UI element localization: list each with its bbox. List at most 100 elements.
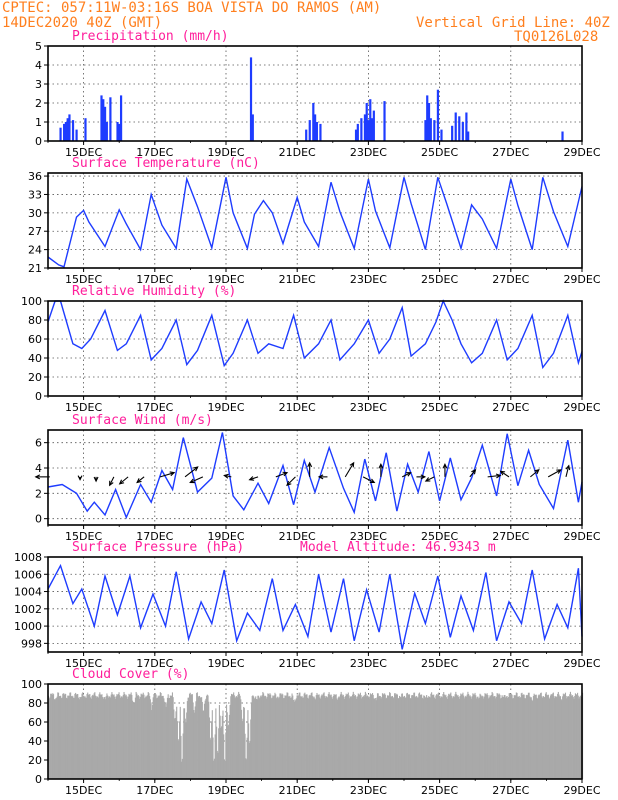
cloud-bar <box>534 694 536 779</box>
cloud-bar <box>387 695 389 779</box>
cloud-bar <box>422 698 424 779</box>
cloud-bar <box>370 694 372 779</box>
x-tick-label: 19DEC <box>207 146 244 159</box>
x-tick-label: 21DEC <box>279 146 316 159</box>
cloud-bar <box>401 693 403 779</box>
cloud-bar <box>325 696 327 779</box>
cloud-bar <box>331 697 333 779</box>
cloud-bar <box>222 710 224 779</box>
y-tick-label: 40 <box>28 352 42 365</box>
cloud-bar <box>573 698 575 779</box>
panel-frame <box>47 172 583 269</box>
cloud-bar <box>52 693 54 779</box>
y-tick-label: 80 <box>28 314 42 327</box>
cloud-bar <box>377 693 379 779</box>
cloud-bar <box>458 696 460 779</box>
cloud-bar <box>339 697 341 779</box>
cloud-bar <box>292 695 294 779</box>
cloud-bar <box>158 696 160 779</box>
cloud-bar <box>464 696 466 779</box>
cloud-bar <box>373 698 375 779</box>
panel-title: Surface Pressure (hPa) <box>72 540 244 555</box>
cloud-bar <box>349 696 351 779</box>
cloud-bar <box>148 693 150 779</box>
precip-bar <box>367 120 370 141</box>
cloud-bar <box>236 697 238 779</box>
wind-arrow-head <box>565 464 571 471</box>
x-tick-label: 29DEC <box>563 657 600 670</box>
cloud-bar <box>53 698 55 779</box>
cloud-bar <box>77 694 79 779</box>
cloud-bar <box>460 693 462 779</box>
cloud-bar <box>153 693 155 779</box>
cloud-bar <box>357 696 359 779</box>
cloud-bar <box>428 696 430 779</box>
cloud-bar <box>256 699 258 779</box>
cloud-bar <box>465 696 468 779</box>
cloud-bar <box>354 695 356 779</box>
cloud-bar <box>141 694 144 779</box>
cloud-bar <box>406 692 408 779</box>
cloud-bar <box>557 693 559 779</box>
cloud-bar <box>177 739 179 779</box>
cloud-bar <box>352 691 354 779</box>
cloud-bar <box>478 697 480 779</box>
cloud-bar <box>375 700 377 779</box>
cloud-bar <box>210 739 212 779</box>
cloud-bar <box>166 697 169 779</box>
cloud-bar <box>86 694 88 779</box>
cloud-bar <box>91 695 93 779</box>
cloud-bar <box>560 699 562 779</box>
cloud-bar <box>137 695 139 779</box>
cloud-bar <box>510 694 512 779</box>
wind-arrow <box>487 473 502 479</box>
cloud-bar <box>566 698 568 779</box>
cloud-bar <box>241 721 243 779</box>
cloud-bar <box>188 697 190 779</box>
cloud-bar <box>252 695 254 779</box>
cloud-bar <box>209 737 211 779</box>
cloud-bar <box>170 695 172 779</box>
cloud-bar <box>80 697 82 779</box>
cloud-bar <box>458 698 460 779</box>
wind-arrow-head <box>442 463 448 469</box>
cloud-bar <box>569 694 571 779</box>
cloud-bar <box>300 696 302 779</box>
cloud-bar <box>486 693 488 779</box>
cloud-bar <box>369 696 371 779</box>
cloud-bar <box>381 696 383 779</box>
precip-bar <box>66 118 69 141</box>
cloud-bar <box>65 694 67 779</box>
cloud-bar <box>310 693 312 779</box>
precip-bar <box>59 127 62 141</box>
cloud-bar <box>67 695 70 779</box>
cloud-bar <box>218 705 220 779</box>
wind-arrow-head <box>534 469 540 475</box>
cloud-bar <box>259 697 261 779</box>
cloud-bar <box>272 695 274 779</box>
cloud-bar <box>295 698 297 779</box>
cloud-bar <box>425 696 427 779</box>
wind-arrow-head <box>424 477 431 482</box>
cloud-bar <box>526 694 528 779</box>
cloud-bar <box>298 692 300 779</box>
cloud-bar <box>233 695 235 779</box>
cloud-bar <box>308 695 310 779</box>
panel-wind: Surface Wind (m/s) 0 2 4 6 15DEC 17DEC 19DEC 21D… <box>34 413 601 543</box>
precip-bar <box>102 99 105 141</box>
cloud-bar <box>297 695 299 779</box>
precip-bar <box>467 131 470 141</box>
cloud-bar <box>338 696 340 779</box>
cloud-bar <box>538 694 540 779</box>
cloud-bar <box>161 695 164 779</box>
cloud-bar <box>238 693 240 779</box>
cloud-bar <box>579 696 581 779</box>
wind-arrow-shaft <box>487 474 501 478</box>
cloud-bar <box>395 694 397 779</box>
cloud-bar <box>90 698 92 779</box>
x-tick-label: 25DEC <box>421 401 458 414</box>
cloud-bar <box>511 694 513 779</box>
cloud-bar <box>479 693 481 779</box>
cloud-bar <box>55 698 57 779</box>
cloud-bar <box>211 710 213 779</box>
